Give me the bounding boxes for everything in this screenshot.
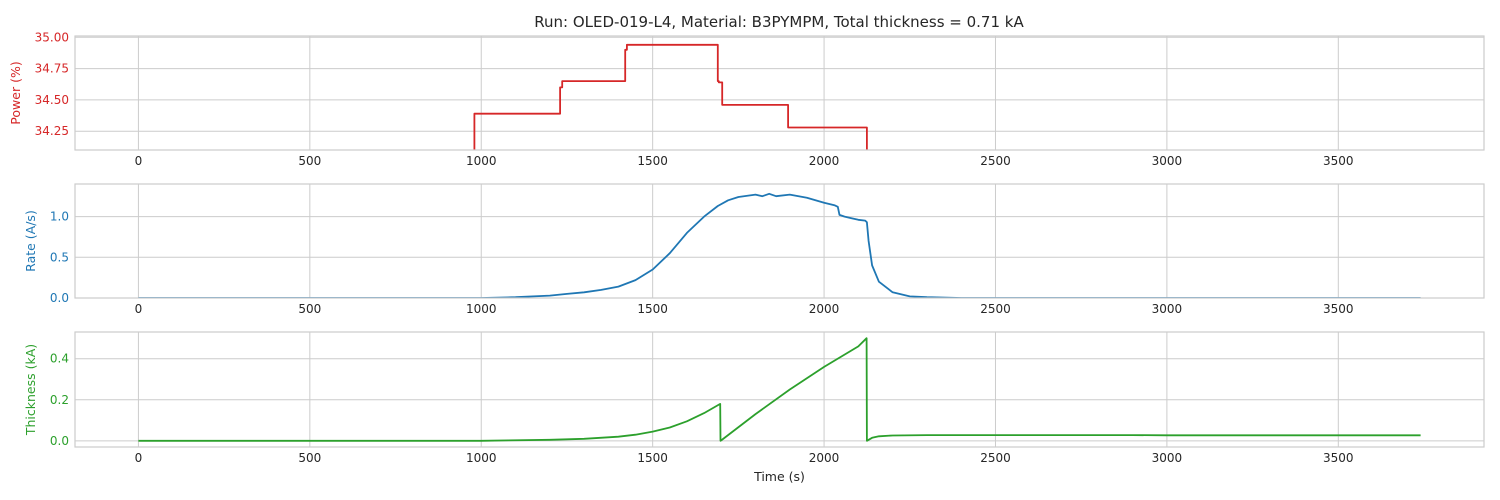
x-tick-label: 1500 (637, 302, 668, 316)
y-axis-label: Rate (A/s) (23, 210, 38, 272)
y-tick-label: 35.00 (35, 30, 69, 44)
y-tick-label: 0.2 (50, 393, 69, 407)
y-tick-label: 0.5 (50, 250, 69, 264)
x-tick-label: 500 (298, 154, 321, 168)
chart-panel-2: 0 500 1000 1500 2000 2500 3000 3500 0.0 0.5 1.0 Rat… (23, 183, 1485, 316)
chart-title: Run: OLED-019-L4, Material: B3PYMPM, Tot… (534, 13, 1024, 31)
x-tick-label: 0 (135, 451, 143, 465)
x-tick-label: 2000 (809, 154, 840, 168)
y-axis-label: Power (%) (8, 61, 23, 124)
x-tick-label: 2500 (980, 451, 1011, 465)
x-tick-label: 1500 (637, 154, 668, 168)
x-tick-label: 0 (135, 302, 143, 316)
x-tick-label: 3500 (1323, 154, 1354, 168)
plot-area (75, 36, 1484, 150)
x-tick-label: 1000 (466, 302, 497, 316)
axes-frame (74, 183, 1485, 299)
x-tick-label: 1500 (637, 451, 668, 465)
series-line (138, 337, 1421, 442)
x-tick-label: 3000 (1152, 302, 1183, 316)
chart-panel-3: 0 500 1000 1500 2000 2500 3000 3500 0.0 0.2 0.4 Thi… (23, 331, 1485, 484)
y-tick-label: 34.75 (35, 62, 69, 76)
y-tick-label: 0.4 (50, 352, 69, 366)
y-tick-label: 34.50 (35, 93, 69, 107)
x-axis-label: Time (s) (753, 469, 805, 484)
x-tick-label: 2000 (809, 451, 840, 465)
chart-panels: 0 500 1000 1500 2000 2500 3000 3500 34.25 34.50 34… (8, 30, 1485, 484)
x-tick-label: 2000 (809, 302, 840, 316)
x-tick-label: 500 (298, 451, 321, 465)
y-tick-label: 1.0 (50, 210, 69, 224)
series-line (473, 43, 868, 150)
x-tick-label: 3500 (1323, 451, 1354, 465)
y-tick-label: 34.25 (35, 124, 69, 138)
x-tick-label: 0 (135, 154, 143, 168)
x-tick-label: 3000 (1152, 451, 1183, 465)
x-tick-label: 2500 (980, 154, 1011, 168)
axes-frame (74, 331, 1485, 448)
y-tick-label: 0.0 (50, 434, 69, 448)
plot-area (75, 184, 1484, 298)
plot-area (75, 332, 1484, 447)
y-axis-label: Thickness (kA) (23, 344, 38, 436)
series-line (138, 192, 1421, 298)
axes-frame (74, 35, 1485, 151)
x-tick-label: 1000 (466, 451, 497, 465)
y-tick-label: 0.0 (50, 291, 69, 305)
x-tick-label: 500 (298, 302, 321, 316)
x-tick-label: 3500 (1323, 302, 1354, 316)
x-tick-label: 3000 (1152, 154, 1183, 168)
chart-panel-1: 0 500 1000 1500 2000 2500 3000 3500 34.25 34.50 34… (8, 30, 1485, 168)
x-tick-label: 2500 (980, 302, 1011, 316)
x-tick-label: 1000 (466, 154, 497, 168)
